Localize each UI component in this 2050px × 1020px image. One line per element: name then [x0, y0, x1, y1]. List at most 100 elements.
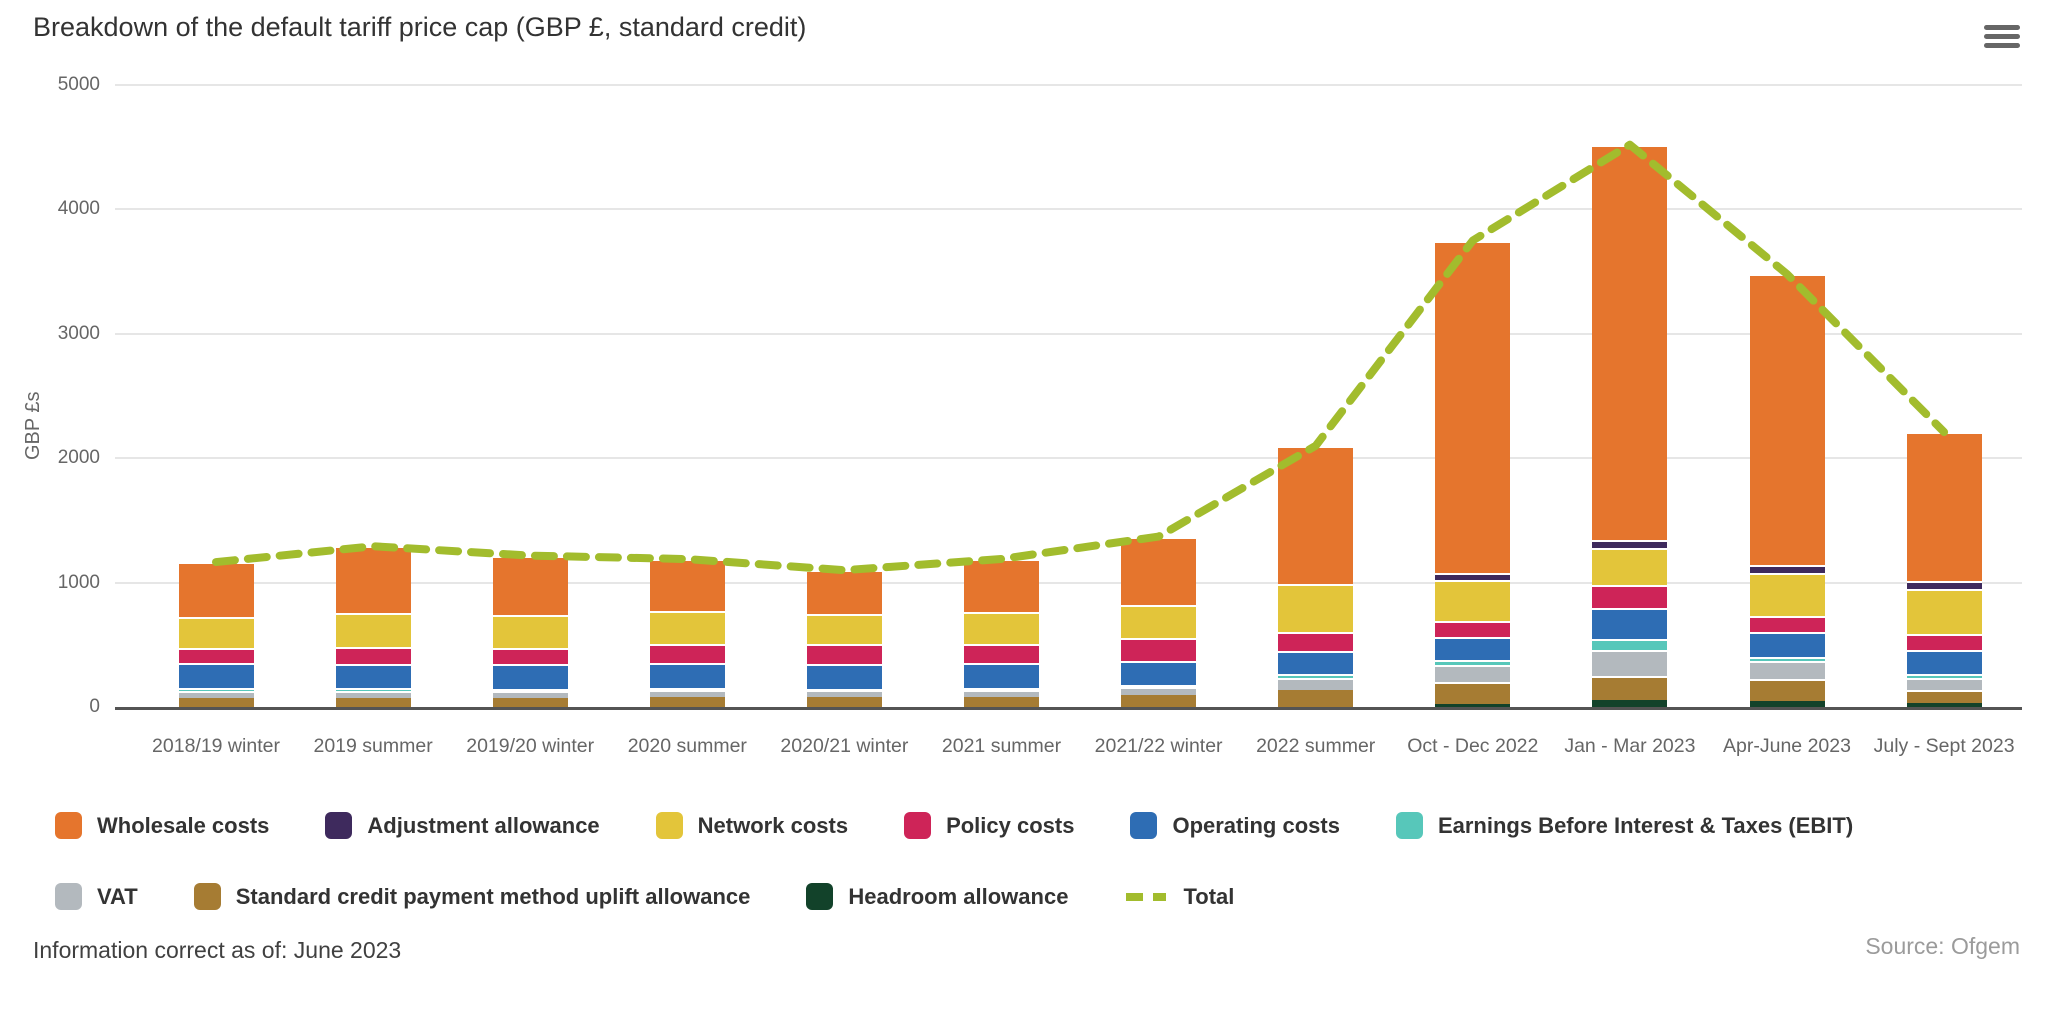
bar-segment[interactable] [1906, 589, 1982, 635]
bar-segment[interactable] [1435, 660, 1511, 666]
bar-segment[interactable] [1435, 240, 1511, 573]
bar-segment[interactable] [649, 611, 725, 644]
bar-segment[interactable] [806, 664, 882, 689]
bar-segment[interactable] [1906, 677, 1982, 691]
bar-segment[interactable] [1749, 616, 1825, 633]
bar-segment[interactable] [806, 613, 882, 644]
bar-segment[interactable] [806, 570, 882, 614]
bar-segment[interactable] [1906, 581, 1982, 590]
bar-segment[interactable] [1121, 638, 1197, 661]
bar-segment[interactable] [1278, 674, 1354, 679]
bar-segment[interactable] [1435, 665, 1511, 682]
bar-segment[interactable] [1592, 539, 1668, 548]
bar-segment[interactable] [649, 689, 725, 698]
legend-item[interactable]: Adjustment allowance [325, 812, 600, 839]
bar-segment[interactable] [1278, 689, 1354, 707]
bar-segment[interactable] [1278, 584, 1354, 632]
bar-segment[interactable] [1592, 675, 1668, 700]
bar-segment[interactable] [1121, 685, 1197, 688]
bar-segment[interactable] [806, 643, 882, 665]
bar-segment[interactable] [1121, 687, 1197, 695]
bar-segment[interactable] [1749, 572, 1825, 617]
legend-item[interactable]: Network costs [655, 812, 848, 839]
bar-segment[interactable] [649, 643, 725, 663]
bar-segment[interactable] [1749, 660, 1825, 680]
bar-segment[interactable] [492, 688, 568, 692]
bar-segment[interactable] [335, 698, 411, 707]
bar-segment[interactable] [178, 690, 254, 698]
bar-segment[interactable] [964, 643, 1039, 664]
bar-segment[interactable] [335, 688, 411, 692]
legend-item[interactable]: Total [1124, 884, 1234, 910]
bar-segment[interactable] [1906, 634, 1982, 650]
bar-segment[interactable] [178, 647, 254, 663]
bar-segment[interactable] [1121, 660, 1197, 686]
legend-item[interactable]: Standard credit payment method uplift al… [193, 883, 750, 910]
legend-item[interactable]: Policy costs [904, 812, 1074, 839]
bar-segment[interactable] [335, 613, 411, 648]
bar-segment[interactable] [492, 698, 568, 707]
bar-segment[interactable] [806, 690, 882, 698]
bar-segment[interactable] [335, 647, 411, 665]
bar-segment[interactable] [492, 691, 568, 699]
legend-item[interactable]: Operating costs [1130, 812, 1340, 839]
bar-segment[interactable] [806, 697, 882, 707]
bar-segment[interactable] [492, 647, 568, 665]
bar-segment[interactable] [649, 662, 725, 688]
legend-item[interactable]: Wholesale costs [55, 812, 269, 839]
bar-segment[interactable] [1906, 703, 1982, 707]
bar-segment[interactable] [178, 688, 254, 691]
bar-segment[interactable] [964, 697, 1039, 707]
bar-segment[interactable] [1592, 608, 1668, 640]
bar-segment[interactable] [492, 555, 568, 615]
bar-segment[interactable] [1592, 547, 1668, 586]
bar-segment[interactable] [964, 689, 1039, 698]
bar-segment[interactable] [178, 697, 254, 707]
bar-segment[interactable] [492, 664, 568, 689]
legend-item[interactable]: Headroom allowance [806, 883, 1068, 910]
bar-segment[interactable] [649, 559, 725, 612]
bar-segment[interactable] [1592, 144, 1668, 540]
bar-segment[interactable] [492, 614, 568, 648]
bar-segment[interactable] [1749, 565, 1825, 573]
bar-segment[interactable] [649, 697, 725, 707]
bar-segment[interactable] [1749, 656, 1825, 661]
total-line-path[interactable] [212, 140, 1949, 575]
bar-segment[interactable] [964, 558, 1039, 613]
bar-segment[interactable] [1435, 681, 1511, 704]
bar-segment[interactable] [1121, 694, 1197, 707]
bar-segment[interactable] [1592, 649, 1668, 676]
bar-segment[interactable] [1278, 678, 1354, 690]
bar-segment[interactable] [1906, 674, 1982, 678]
bar-segment[interactable] [1278, 445, 1354, 585]
bar-segment[interactable] [964, 687, 1039, 690]
bar-segment[interactable] [178, 617, 254, 648]
bar-segment[interactable] [964, 612, 1039, 644]
bar-segment[interactable] [1749, 632, 1825, 657]
bar-segment[interactable] [1121, 536, 1197, 606]
bar-segment[interactable] [178, 662, 254, 689]
bar-segment[interactable] [1278, 650, 1354, 675]
bar-segment[interactable] [1906, 690, 1982, 704]
bar-segment[interactable] [1435, 637, 1511, 661]
chart-context-menu-button[interactable] [1982, 20, 2022, 52]
legend-item[interactable]: Earnings Before Interest & Taxes (EBIT) [1395, 812, 1853, 839]
bar-segment[interactable] [335, 664, 411, 689]
bar-segment[interactable] [1906, 649, 1982, 675]
bar-segment[interactable] [1435, 703, 1511, 707]
bar-segment[interactable] [1278, 632, 1354, 651]
bar-segment[interactable] [1592, 585, 1668, 609]
bar-segment[interactable] [806, 688, 882, 691]
bar-segment[interactable] [1749, 274, 1825, 566]
bar-segment[interactable] [1435, 572, 1511, 581]
bar-segment[interactable] [1749, 679, 1825, 701]
bar-segment[interactable] [649, 687, 725, 690]
bar-segment[interactable] [1121, 605, 1197, 639]
bar-segment[interactable] [1435, 621, 1511, 638]
bar-segment[interactable] [335, 691, 411, 699]
bar-segment[interactable] [1435, 580, 1511, 622]
legend-item[interactable]: VAT [55, 883, 138, 910]
bar-segment[interactable] [1906, 432, 1982, 582]
bar-segment[interactable] [964, 663, 1039, 689]
bar-segment[interactable] [1592, 639, 1668, 650]
